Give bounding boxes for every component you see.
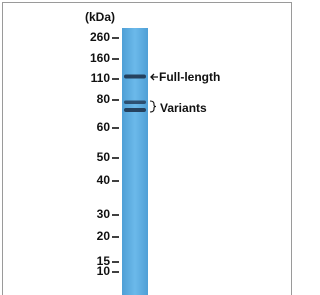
marker-label: 30 [97,207,111,221]
marker-label: 110 [91,71,111,85]
marker-label: 80 [97,92,111,106]
unit-label: (kDa) [85,10,115,24]
marker-label: 260 [90,30,110,44]
band [124,108,146,112]
marker-label: 10 [97,264,111,278]
marker-label: 60 [97,120,111,134]
brace [150,101,156,112]
arrow [151,74,158,80]
marker-label: 20 [97,229,111,243]
lane [122,28,148,295]
annotation: Variants [160,101,207,115]
band [124,101,146,105]
marker-label: 160 [90,51,110,65]
marker-label: 40 [97,173,111,187]
annotation: Full-length [159,70,220,84]
band [124,75,146,79]
marker-label: 50 [97,150,111,164]
